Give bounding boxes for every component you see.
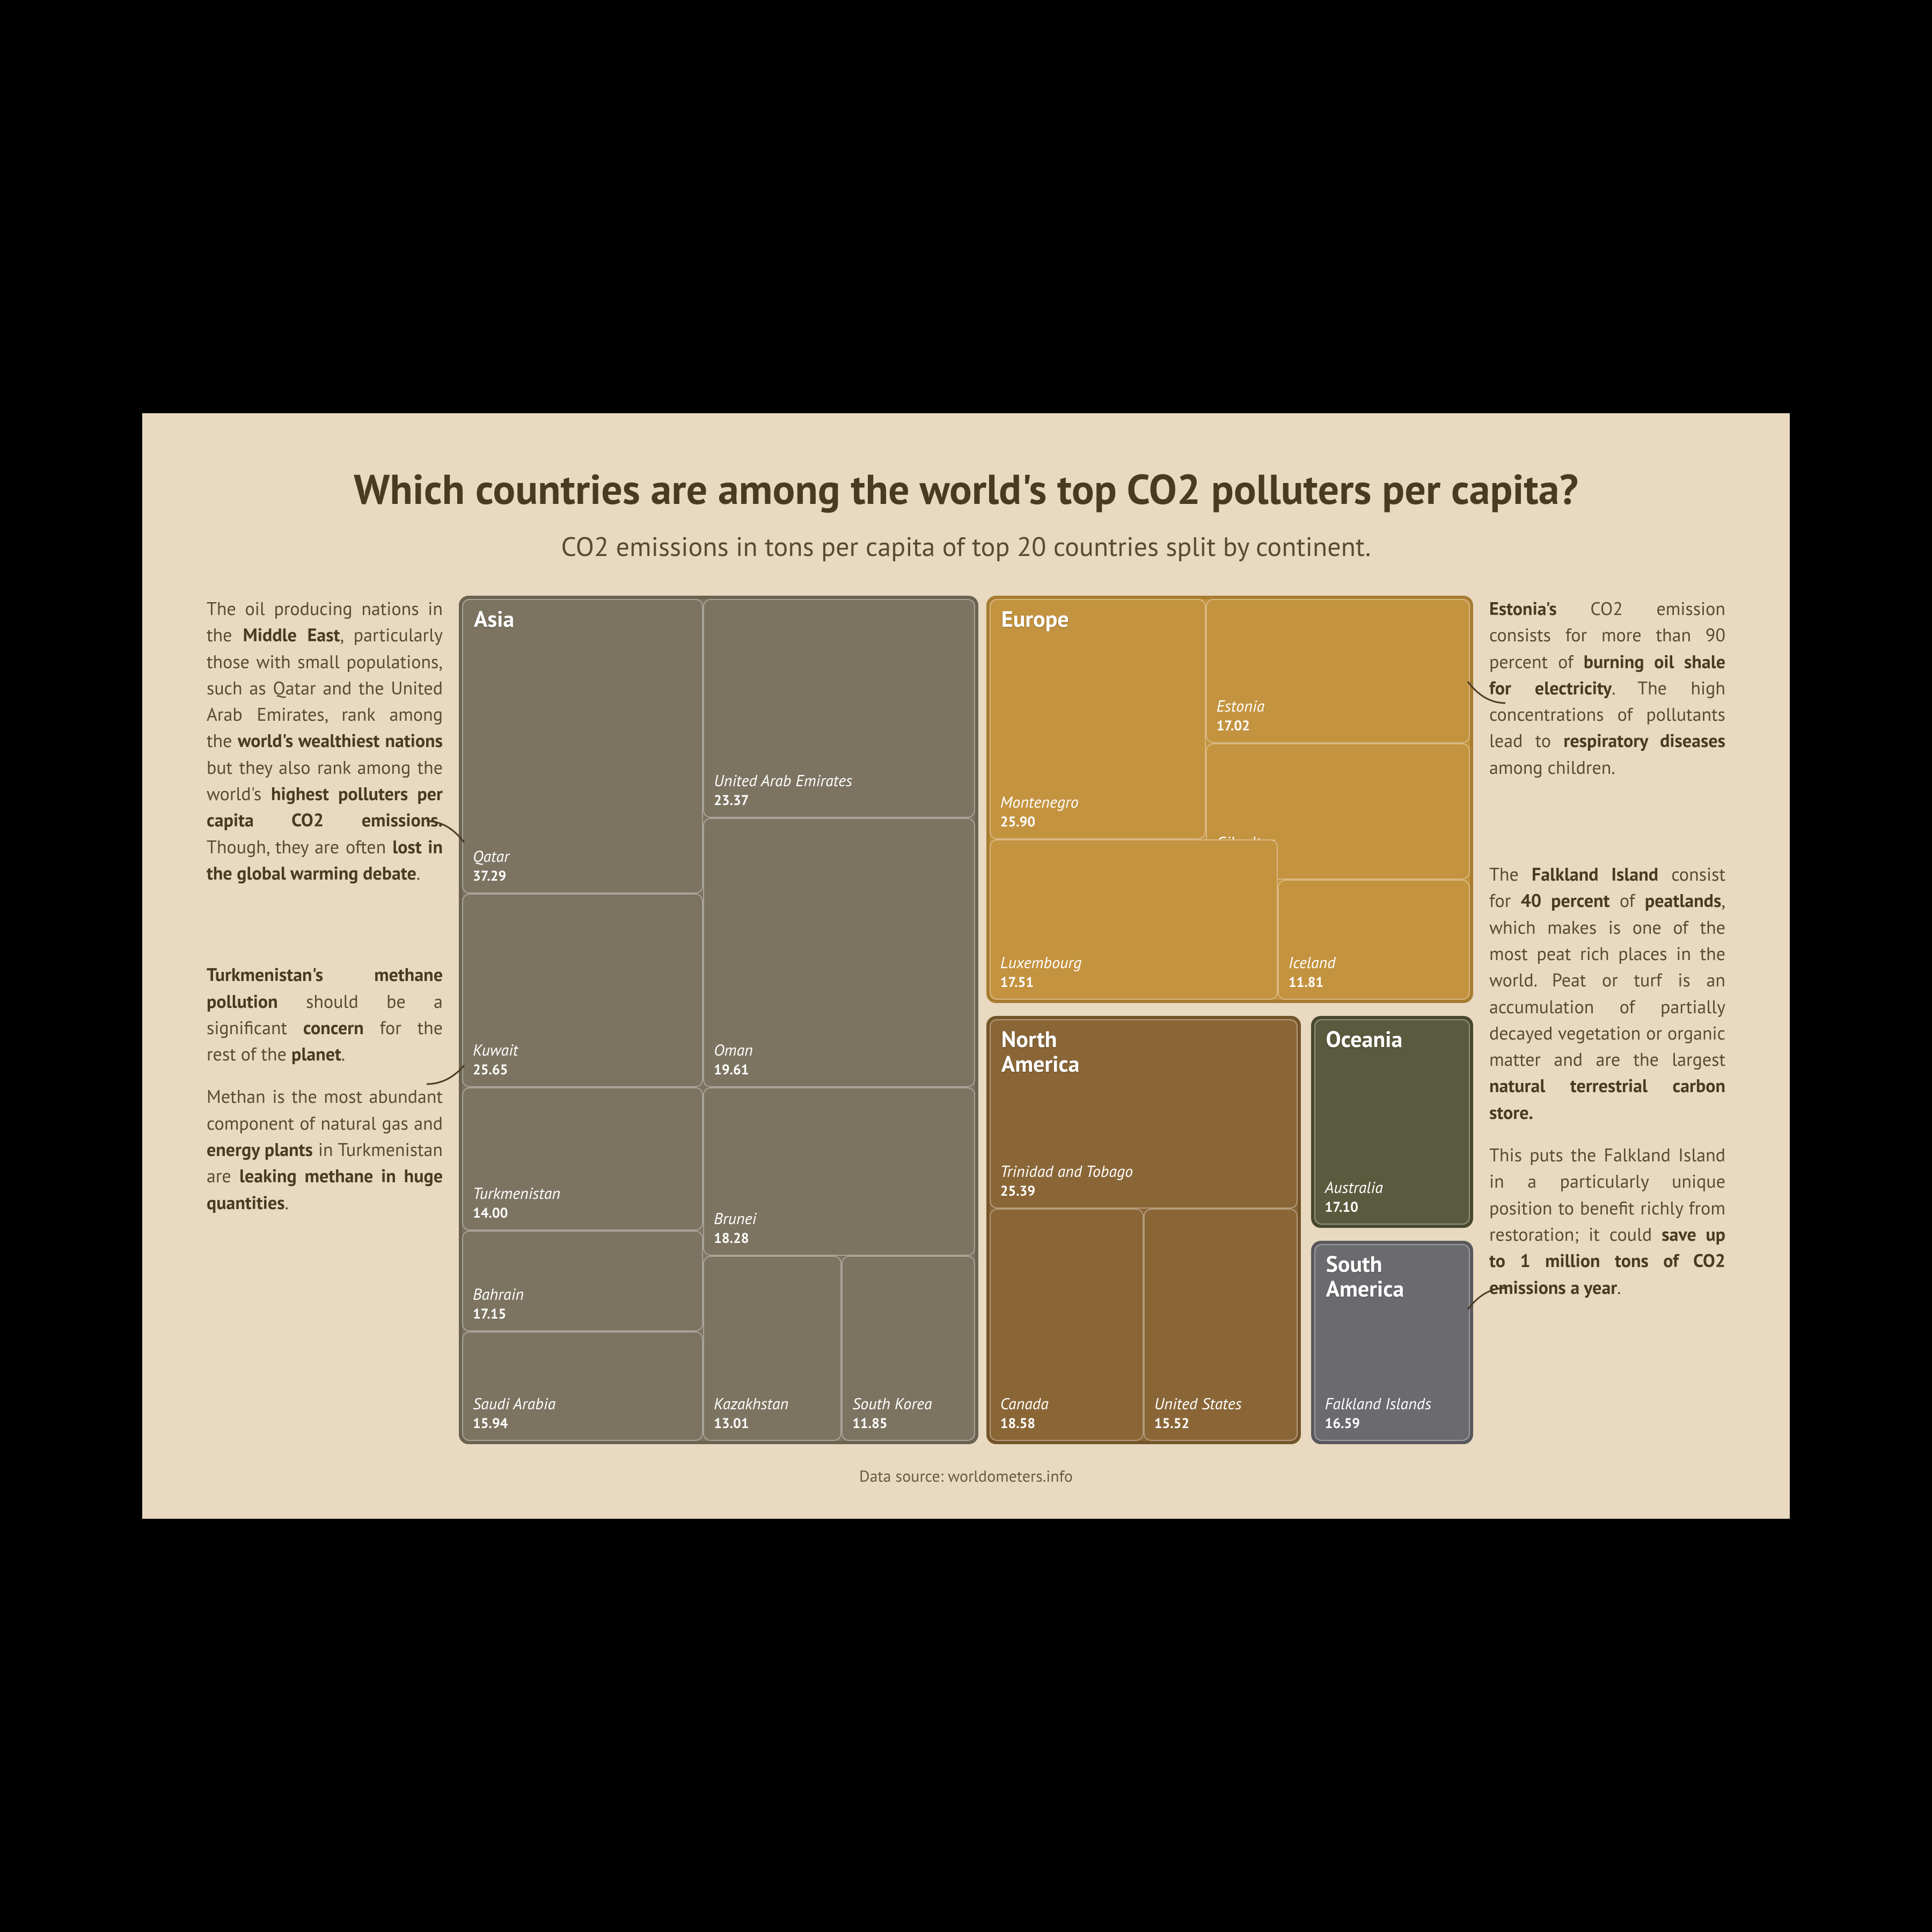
cell-value: 25.39 — [1000, 1182, 1133, 1200]
cell-country-name: Australia — [1325, 1179, 1383, 1196]
cell-country-name: Kazakhstan — [714, 1395, 788, 1413]
cell-value: 17.51 — [1000, 974, 1082, 991]
cell-value: 37.29 — [473, 867, 509, 885]
cell-country-name: South Korea — [852, 1395, 932, 1413]
group-label: Oceania — [1326, 1027, 1403, 1051]
group-label: Asia — [474, 606, 514, 631]
treemap-cell: Bahrain 17.15 — [462, 1231, 703, 1331]
cell-value: 19.61 — [714, 1061, 753, 1079]
cell-country-name: Montenegro — [1000, 793, 1079, 811]
cell-country-name: Trinidad and Tobago — [1000, 1162, 1133, 1180]
cell-country-name: Canada — [1000, 1395, 1049, 1413]
treemap-cell: Iceland 11.81 — [1278, 880, 1470, 1000]
data-source: Data source: worldometers.info — [207, 1466, 1725, 1487]
group-label: NorthAmerica — [1001, 1027, 1080, 1076]
treemap-cell: Canada 18.58 — [990, 1209, 1144, 1441]
treemap-cell: Kazakhstan 13.01 — [703, 1256, 841, 1441]
cell-value: 11.81 — [1289, 974, 1336, 991]
cell-country-name: Brunei — [714, 1210, 756, 1227]
cell-country-name: Saudi Arabia — [473, 1395, 555, 1413]
annotation-falkland-2: This puts the Falkland Island in a parti… — [1489, 1142, 1725, 1301]
treemap-cell: Kuwait 25.65 — [462, 894, 703, 1087]
main-row: The oil producing nations in the Middle … — [207, 596, 1725, 1444]
annotation-estonia: Estonia's CO2 emission consists for more… — [1489, 596, 1725, 781]
cell-country-name: United Arab Emirates — [714, 772, 852, 789]
annotation-middle-east: The oil producing nations in the Middle … — [207, 596, 443, 887]
cell-value: 25.65 — [473, 1061, 518, 1079]
cell-country-name: Bahrain — [473, 1285, 524, 1303]
group-label: Europe — [1001, 606, 1069, 631]
cell-country-name: Oman — [714, 1041, 753, 1059]
cell-value: 11.85 — [852, 1415, 932, 1432]
treemap-group-europe: EuropeMontenegro25.90Estonia17.02Gibralt… — [986, 596, 1473, 1003]
page-subtitle: CO2 emissions in tons per capita of top … — [207, 529, 1725, 564]
treemap-cell: Oman 19.61 — [703, 818, 975, 1087]
cell-value: 17.15 — [473, 1305, 524, 1323]
cell-country-name: Turkmenistan — [473, 1184, 560, 1202]
treemap-cell: Luxembourg 17.51 — [990, 839, 1278, 1000]
treemap-group-asia: Asia Qatar 37.29 United Arab Emirates 23.37 K… — [459, 596, 978, 1444]
treemap-group-north-america: NorthAmerica Trinidad and Tobago 25.39 Cana… — [986, 1016, 1301, 1444]
annotation-turkmenistan-1: Turkmenistan's methane pollution should … — [207, 962, 443, 1067]
cell-country-name: Estonia — [1217, 697, 1265, 715]
treemap-cell: United Arab Emirates 23.37 — [703, 599, 975, 818]
annotation-turkmenistan-2: Methan is the most abundant component of… — [207, 1084, 443, 1216]
treemap-cell: Brunei 18.28 — [703, 1087, 975, 1256]
treemap-cell: Montenegro 25.90 — [990, 599, 1206, 839]
cell-value: 14.00 — [473, 1204, 560, 1222]
cell-country-name: Falkland Islands — [1325, 1395, 1431, 1413]
cell-value: 15.94 — [473, 1415, 555, 1432]
cell-value: 18.28 — [714, 1230, 756, 1247]
treemap-cell: Saudi Arabia 15.94 — [462, 1331, 703, 1441]
cell-value: 17.10 — [1325, 1198, 1383, 1216]
right-annotations: Estonia's CO2 emission consists for more… — [1489, 596, 1725, 1444]
cell-value: 15.52 — [1154, 1415, 1242, 1432]
treemap-cell: Estonia 17.02 — [1206, 599, 1470, 743]
treemap-cell: Turkmenistan 14.00 — [462, 1087, 703, 1231]
cell-country-name: Kuwait — [473, 1041, 518, 1059]
left-annotations: The oil producing nations in the Middle … — [207, 596, 443, 1444]
cell-value: 13.01 — [714, 1415, 788, 1432]
treemap-cell: United States 15.52 — [1144, 1209, 1298, 1441]
cell-value: 23.37 — [714, 792, 852, 809]
treemap-group-oceania: Oceania Australia 17.10 — [1311, 1016, 1473, 1228]
cell-country-name: Qatar — [473, 847, 509, 865]
infographic-canvas: Which countries are among the world's to… — [142, 413, 1790, 1519]
treemap-cell: South Korea 11.85 — [841, 1256, 975, 1441]
annotation-falkland-1: The Falkland Island consist for 40 perce… — [1489, 861, 1725, 1126]
page-title: Which countries are among the world's to… — [207, 462, 1725, 516]
cell-country-name: United States — [1154, 1395, 1242, 1413]
group-label: SouthAmerica — [1326, 1252, 1404, 1301]
cell-value: 18.58 — [1000, 1415, 1049, 1432]
cell-value: 17.02 — [1217, 717, 1265, 735]
cell-country-name: Luxembourg — [1000, 954, 1082, 971]
treemap: Asia Qatar 37.29 United Arab Emirates 23.37 K… — [459, 596, 1473, 1444]
treemap-cell: Qatar 37.29 — [462, 599, 703, 894]
cell-value: 16.59 — [1325, 1415, 1431, 1432]
cell-value: 25.90 — [1000, 813, 1079, 831]
treemap-container: Asia Qatar 37.29 United Arab Emirates 23.37 K… — [459, 596, 1473, 1444]
cell-country-name: Iceland — [1289, 954, 1336, 971]
treemap-group-south-america: SouthAmerica Falkland Islands 16.59 — [1311, 1241, 1473, 1444]
